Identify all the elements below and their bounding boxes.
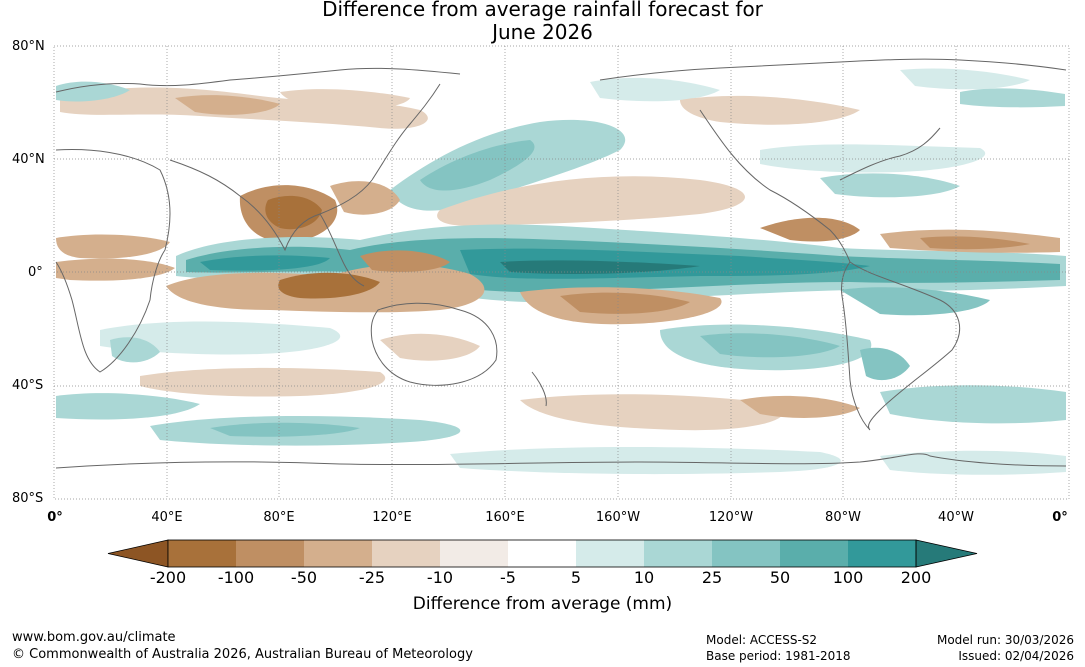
graticule [54,46,1069,499]
lon-label-40w: 40°W [938,510,974,525]
dry-patch-east-asia [330,181,400,215]
dry-core-south-pacific [560,292,690,314]
coast-arabia-india [169,159,373,252]
dry-core-southern-ocean-central [740,395,860,418]
wet-band-southern-ocean-east [880,385,1066,424]
coast-europe [55,67,461,93]
colorbar-frame [167,539,917,568]
wet-core-southern-ocean [210,422,360,437]
colorbar-swatch [372,540,440,567]
footer-issued: Issued: 02/04/2026 [958,649,1074,663]
chart-title-line-2: June 2026 [492,20,593,44]
wet-patch-north-atlantic [56,81,130,102]
wet-band-south-atlantic [840,287,990,316]
colorbar-swatch [780,540,848,567]
lon-label-80w: 80°W [825,510,861,525]
colorbar-tick-label: -5 [500,568,516,587]
wet-patch-greenland [960,88,1065,108]
dry-core-eurasia-north [175,95,280,115]
lon-label-0-west: 0° [47,510,63,525]
footer-model-run: Model run: 30/03/2026 [936,633,1074,647]
lon-label-120w: 120°W [708,510,754,525]
wet-band-south-america-south [860,347,910,381]
lat-label-40n: 40°N [12,152,45,167]
colorbar-extend-low [107,539,169,568]
colorbar [107,539,978,568]
colorbar-tick-label: 25 [701,568,723,587]
colorbar-extend-high [915,539,978,568]
wet-core-kuroshio [420,140,535,191]
dry-band-north-pacific-sub [437,176,745,226]
colorbar-tick-label: 100 [832,568,864,587]
lat-label-80n: 80°N [12,39,45,54]
colorbar-swatch [712,540,780,567]
colorbar-tick-label: -50 [290,568,318,587]
lat-label-equator: 0° [28,265,43,280]
dry-patch-png [360,250,450,272]
coast-antarctica [55,453,1067,469]
colorbar-tick-label: 5 [570,568,582,587]
colorbar-swatch [304,540,372,567]
wet-band-north-america [760,144,986,173]
coast-south-america [841,261,961,431]
lon-label-0-east: 0° [1052,510,1068,525]
coast-new-zealand [531,371,547,407]
colorbar-swatch [508,540,576,567]
wet-band-indian-south [100,321,341,355]
dry-patch-australia [380,333,480,361]
colorbar-swatch [236,540,304,567]
wet-band-southern-ocean-west [56,393,200,420]
dry-patch-siberia [280,89,410,110]
footer-url[interactable]: www.bom.gov.au/climate [12,630,176,645]
wet-core-south-pacific-central [700,333,840,358]
wet-patch-gulf [820,173,960,198]
colorbar-tick-label: 200 [900,568,932,587]
dry-band-southern-ocean-central [520,394,785,431]
colorbar-swatch [168,540,236,567]
colorbar-tick-label: 10 [633,568,655,587]
dry-patch-north-pacific [680,95,860,125]
footer-model: Model: ACCESS-S2 [706,633,818,647]
footer-base-period: Base period: 1981-2018 [706,649,851,663]
lon-label-120e: 120°E [372,510,412,525]
colorbar-swatch [644,540,712,567]
wet-band-antarctic-margin [450,447,841,475]
colorbar-tick-label: -100 [217,568,255,587]
dry-band-africa-east [56,258,175,281]
map-frame [53,45,1070,500]
coast-arctic-america [599,58,1067,81]
coast-north-america [699,109,941,263]
dry-core-india [265,195,322,230]
lon-label-80e: 80°E [263,510,295,525]
wet-patch-alaska [590,77,720,102]
wet-patch-canada [900,68,1030,90]
chart-title-line-1: Difference from average rainfall forecas… [322,0,763,21]
coast-australia [370,302,498,386]
dry-core-atlantic-itcz [920,236,1030,250]
colorbar-swatch [848,540,916,567]
lon-label-160e: 160°E [485,510,525,525]
lon-label-40e: 40°E [151,510,183,525]
wet-band-antarctic-east [880,450,1066,475]
colorbar-swatch [576,540,644,567]
wet-patch-madagascar [110,337,160,363]
coast-southeast-asia [319,213,365,287]
lat-label-40s: 40°S [12,378,44,393]
coast-africa [55,149,171,373]
colorbar-tick-label: -10 [426,568,454,587]
colorbar-tick-label: -25 [358,568,386,587]
colorbar-swatch [440,540,508,567]
lat-label-80s: 80°S [12,491,44,506]
coast-east-asia [371,83,441,181]
colorbar-tick-label: 50 [769,568,791,587]
dry-band-australia-south [140,367,386,397]
dry-band-sahel [56,234,170,259]
coastlines [55,58,1067,469]
colorbar-tick-label: -200 [149,568,187,587]
lon-label-160w: 160°W [595,510,641,525]
footer-copyright: © Commonwealth of Australia 2026, Austra… [12,647,473,662]
colorbar-title: Difference from average (mm) [412,594,673,614]
wet-band-itcz-peak [500,260,700,274]
